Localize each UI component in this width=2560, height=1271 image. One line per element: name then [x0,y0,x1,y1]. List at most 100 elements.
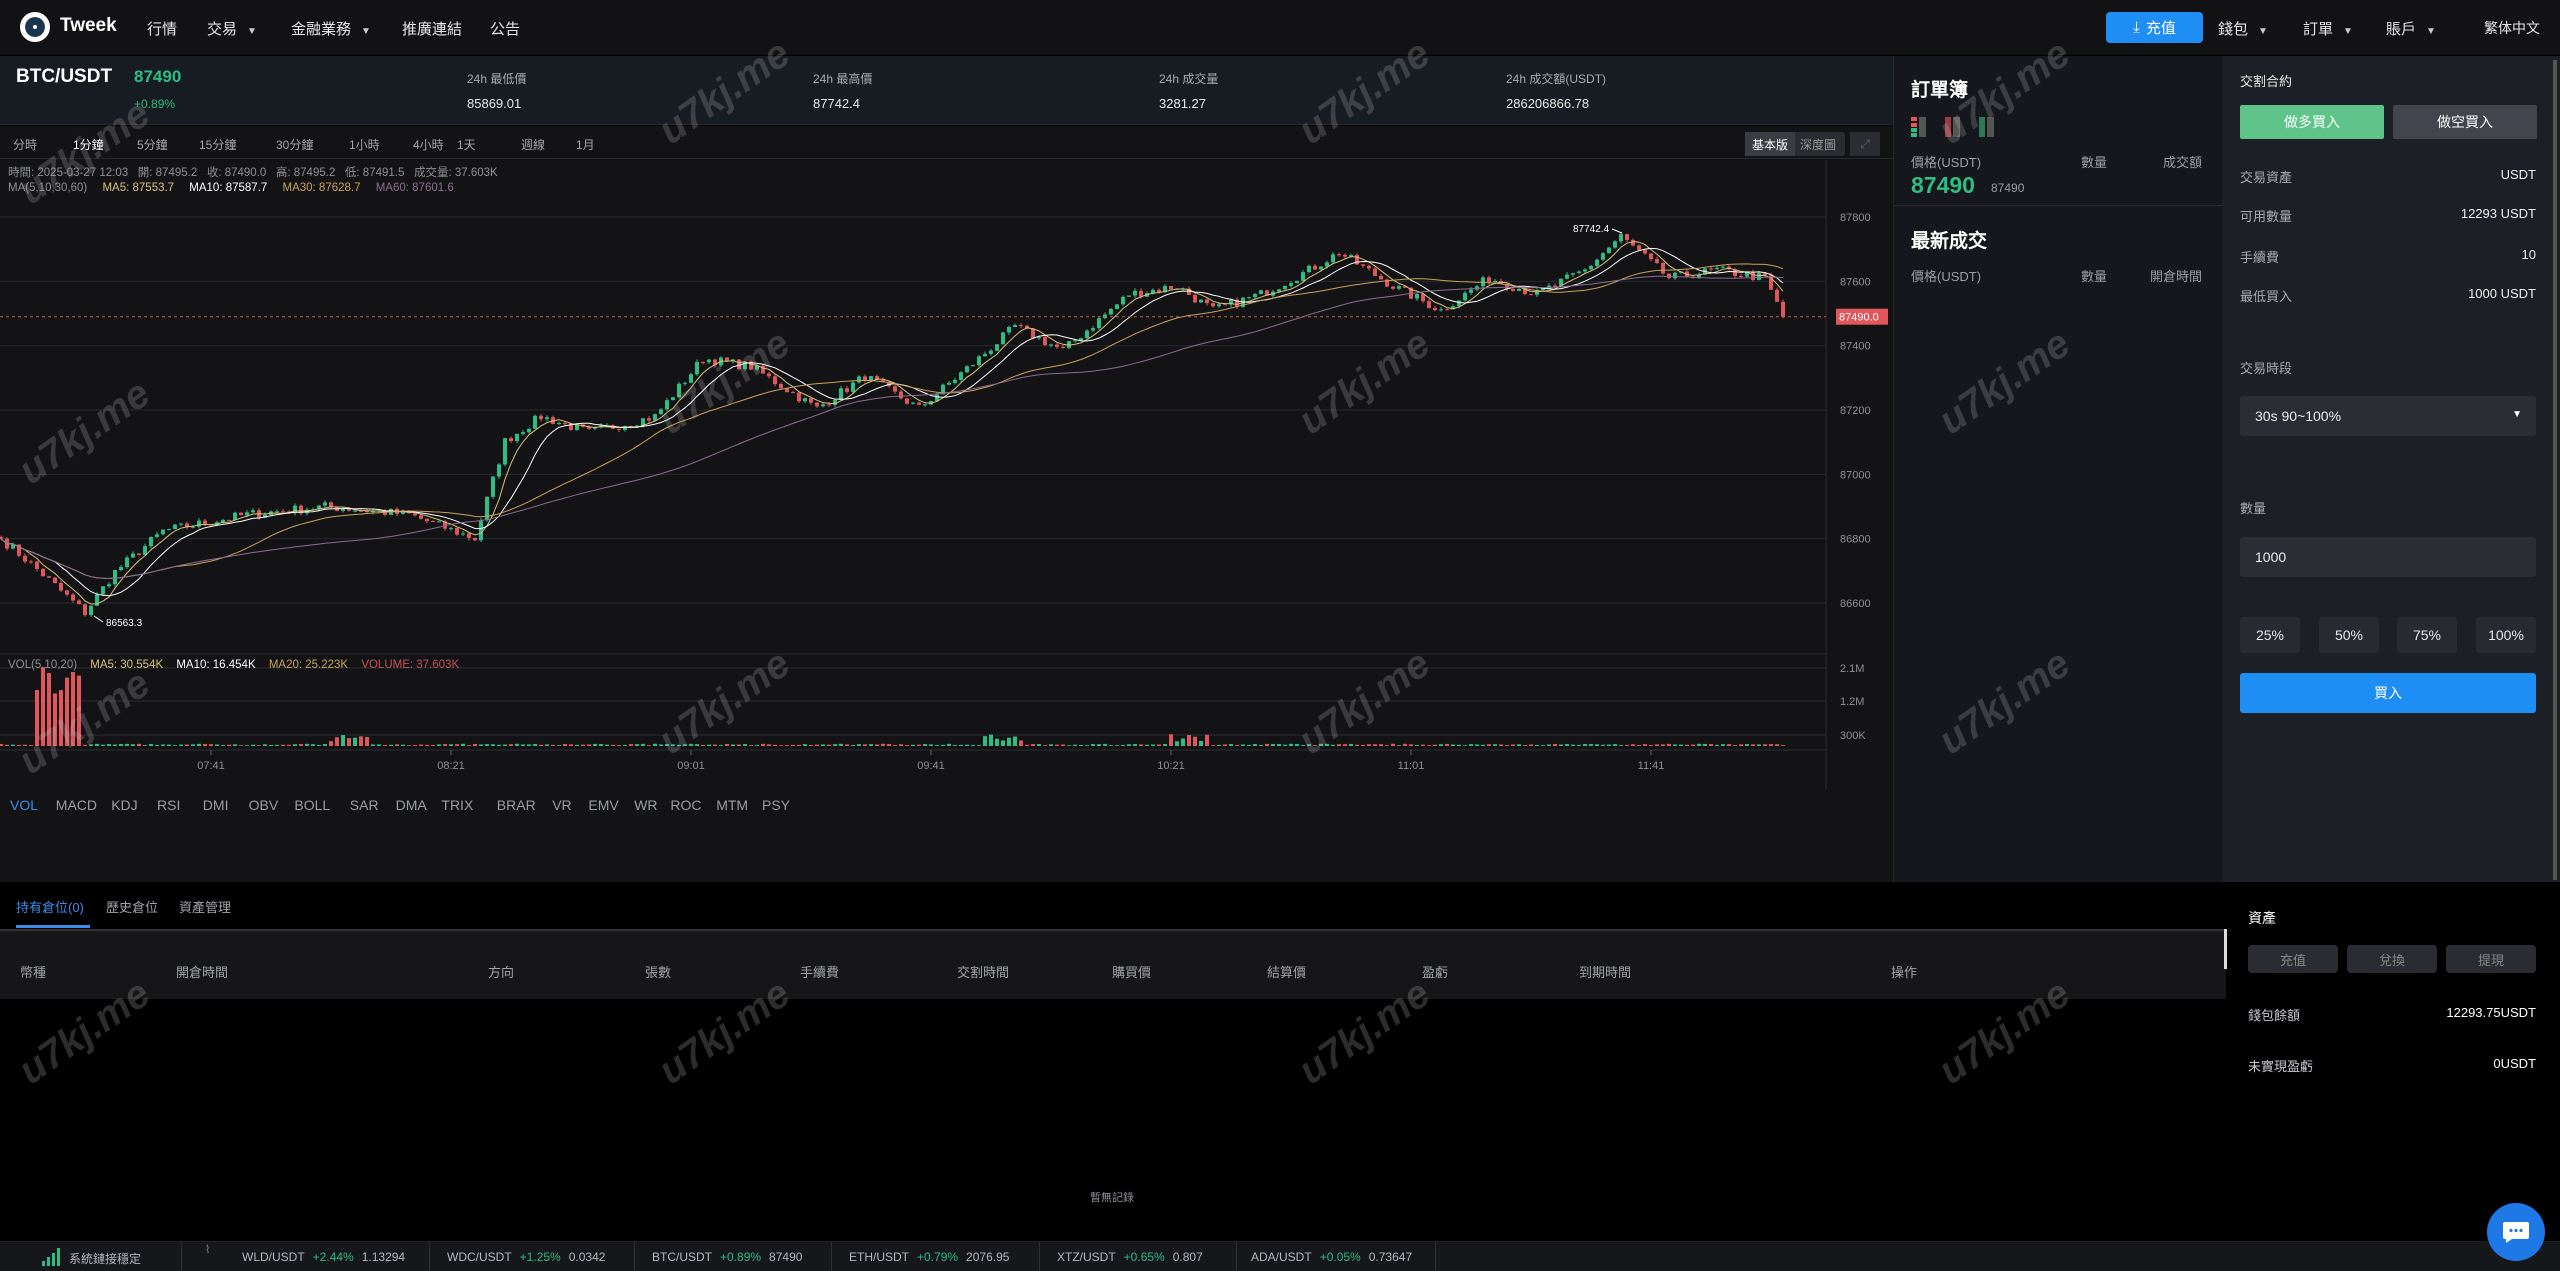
footer-ticker[interactable]: BTC/USDT +0.89% 87490 [652,1250,802,1264]
indicator-tab-dma[interactable]: DMA [395,797,427,813]
volume-bar [1715,744,1719,746]
volume-bar [215,744,219,746]
tab-history-positions[interactable]: 歷史倉位 [106,900,159,915]
period-select[interactable]: 30s 90~100% ▼ [2240,396,2536,436]
nav-announcements[interactable]: 公告 [490,21,521,38]
volume-bar [1469,744,1473,746]
deposit-button[interactable]: ⤓ 充值 [2106,12,2203,43]
buy-button[interactable]: 買入 [2240,673,2536,713]
long-buy-button[interactable]: 做多買入 [2240,105,2384,139]
indicator-tab-obv[interactable]: OBV [248,797,279,813]
logo-icon[interactable] [20,12,50,42]
tab-open-positions[interactable]: 持有倉位(0) [16,900,84,915]
volume-bar [611,744,615,746]
chat-support-button[interactable] [2487,1203,2545,1261]
asset-exchange-button[interactable]: 兌換 [2347,945,2437,973]
volume-bar [617,745,621,746]
period-tab[interactable]: 1分鐘 [73,138,104,152]
indicator-tab-emv[interactable]: EMV [588,797,619,813]
scrollbar[interactable] [2553,60,2557,880]
candle [197,520,201,527]
orderbook-bids-icon[interactable] [1979,117,1995,137]
language-selector[interactable]: 繁体中文 [2484,20,2540,36]
indicator-tab-vol[interactable]: VOL [10,797,39,813]
indicator-tab-boll[interactable]: BOLL [294,797,331,813]
ma30-value: MA30: 87628.7 [282,182,361,194]
nav-finance[interactable]: 金融業務 ▼ [291,18,371,39]
candle [1781,301,1785,317]
asset-deposit-button[interactable]: 充值 [2248,945,2338,973]
asset-withdraw-button[interactable]: 提現 [2446,945,2536,973]
indicator-tab-psy[interactable]: PSY [762,797,791,813]
pct-25-button[interactable]: 25% [2240,617,2300,653]
footer-ticker[interactable]: WDC/USDT +1.25% 0.0342 [447,1250,605,1264]
nav-referral[interactable]: 推廣連結 [402,21,463,38]
nav-trade[interactable]: 交易 ▼ [207,18,257,39]
indicator-tab-dmi[interactable]: DMI [202,797,229,813]
orderbook-both-icon[interactable] [1911,117,1927,137]
period-tab[interactable]: 30分鐘 [276,138,314,152]
candle [1649,253,1653,260]
pct-100-button[interactable]: 100% [2476,617,2536,653]
nav-orders[interactable]: 訂單 ▼ [2303,18,2353,39]
indicator-tab-vr[interactable]: VR [552,797,572,813]
nav-wallet[interactable]: 錢包 ▼ [2218,18,2268,39]
indicator-tab-kdj[interactable]: KDJ [111,797,138,813]
indicator-tab-rsi[interactable]: RSI [157,797,181,813]
footer-ticker[interactable]: XTZ/USDT +0.65% 0.807 [1057,1250,1203,1264]
candlestick-chart[interactable]: 87800 87600 87400 87200 87000 86800 86600 2.1M 1… [0,0,1893,790]
indicator-tab-trix[interactable]: TRIX [441,797,474,813]
pct-50-button[interactable]: 50% [2319,617,2379,653]
nav-account[interactable]: 賬戶 ▼ [2386,18,2436,39]
period-tab[interactable]: 週線 [521,138,546,152]
footer-ticker[interactable]: ADA/USDT +0.05% 0.73647 [1251,1250,1412,1264]
volume-bar [1271,744,1275,746]
period-tab[interactable]: 15分鐘 [199,138,237,152]
drag-handle-icon[interactable]: ⌇ [205,1244,211,1256]
indicator-tab-roc[interactable]: ROC [670,797,702,813]
depth-mode-tab[interactable]: 深度圖 [1800,138,1837,152]
candle [497,464,501,477]
footer-ticker[interactable]: WLD/USDT +2.44% 1.13294 [242,1250,405,1264]
ob-price-header: 價格(USDT) [1911,155,1982,170]
candle [1739,275,1743,277]
period-tab[interactable]: 分時 [13,138,38,152]
period-tab[interactable]: 1月 [576,138,595,152]
indicator-tab-sar[interactable]: SAR [349,797,379,813]
brand-name[interactable]: Tweek [60,15,117,36]
period-tab[interactable]: 1小時 [349,138,380,152]
volume-bar [29,745,33,746]
fullscreen-icon[interactable]: ⤢ [1850,132,1880,156]
y-tick-label: 87000 [1840,469,1871,481]
quantity-input[interactable] [2240,537,2536,577]
candle [1031,328,1035,339]
orderbook-view-toggles [1911,117,1995,137]
lt-time-header: 開倉時間 [2150,269,2203,284]
period-tab[interactable]: 1天 [457,138,476,152]
candle [473,537,477,541]
period-tab[interactable]: 4小時 [413,138,444,152]
table-scrollbar[interactable] [2224,929,2227,969]
footer-ticker[interactable]: ETH/USDT +0.79% 2076.95 [849,1250,1009,1264]
candle [1043,337,1047,345]
candle [1403,286,1407,288]
fee-label: 手續費 [2240,250,2280,265]
orderbook-asks-icon[interactable] [1945,117,1961,137]
candle [809,398,813,403]
candle [353,510,357,512]
tab-asset-management[interactable]: 資產管理 [179,900,232,915]
indicator-tab-brar[interactable]: BRAR [496,797,536,813]
indicator-tab-wr[interactable]: WR [634,797,658,813]
volume-bar [881,743,885,746]
basic-mode-tab[interactable]: 基本版 [1745,132,1796,156]
indicator-tab-macd[interactable]: MACD [55,797,98,813]
indicator-tab-mtm[interactable]: MTM [716,797,749,813]
volume-bar [1439,744,1443,746]
period-tab[interactable]: 5分鐘 [137,138,168,152]
volume-bar [1031,744,1035,746]
short-buy-button[interactable]: 做空買入 [2393,105,2537,139]
pct-75-button[interactable]: 75% [2397,617,2457,653]
caret-down-icon: ▼ [361,26,371,37]
nav-market[interactable]: 行情 [147,21,178,38]
candle [455,527,459,535]
